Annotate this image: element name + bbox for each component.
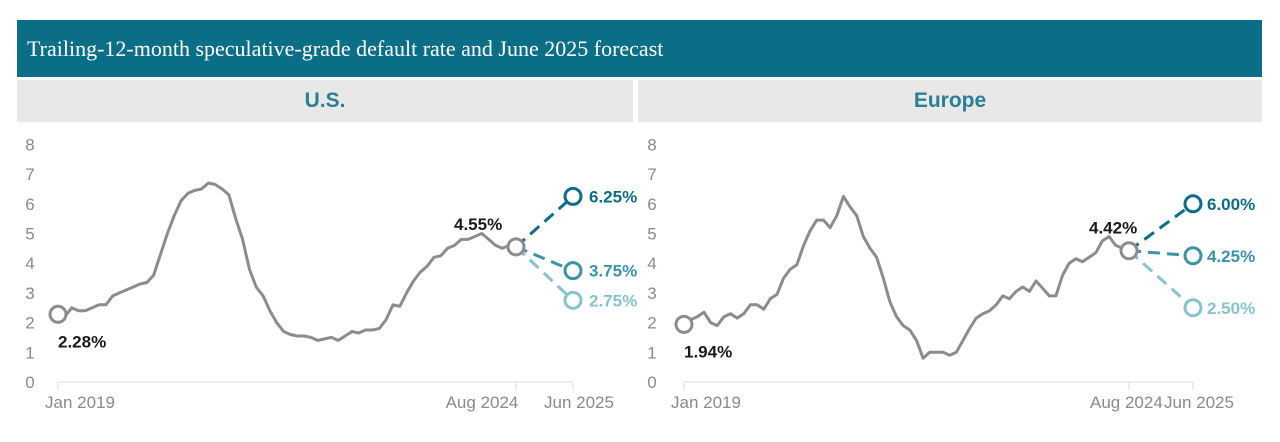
start-value-label: 2.28%: [58, 332, 106, 351]
y-tick-label: 5: [25, 225, 34, 244]
y-tick-label: 6: [647, 195, 656, 214]
x-tick-label: Jan 2019: [45, 393, 115, 412]
start-marker: [48, 304, 68, 324]
y-tick-label: 4: [647, 254, 656, 273]
panel-title-us: U.S.: [17, 80, 633, 122]
y-tick-label: 6: [25, 195, 34, 214]
start-marker: [674, 314, 694, 334]
history-line-us: [57, 181, 517, 342]
y-tick-label: 0: [25, 373, 34, 392]
forecast-label-pessimistic: 6.25%: [589, 187, 637, 206]
y-tick-label: 4: [25, 254, 34, 273]
y-tick-label: 3: [25, 284, 34, 303]
start-value-label: 1.94%: [684, 342, 732, 361]
x-tick-label: Aug 2024: [1090, 393, 1163, 412]
end-value-label: 4.42%: [1089, 219, 1137, 238]
y-tick-label: 3: [647, 284, 656, 303]
forecast-marker-base: [1183, 246, 1203, 266]
forecast-label-optimistic: 2.50%: [1207, 299, 1255, 318]
x-tick-label: Jun 2025: [544, 393, 614, 412]
forecast-line-pessimistic: [1128, 202, 1194, 252]
forecast-marker-optimistic: [563, 290, 583, 310]
end-value-label: 4.55%: [454, 215, 502, 234]
y-tick-label: 1: [25, 343, 34, 362]
forecast-marker-pessimistic: [563, 186, 583, 206]
forecast-line-optimistic: [1128, 249, 1194, 309]
end-marker: [506, 237, 526, 257]
end-marker: [1119, 241, 1139, 261]
x-tick-label: Jun 2025: [1164, 393, 1234, 412]
forecast-marker-optimistic: [1183, 298, 1203, 318]
forecast-marker-base: [563, 261, 583, 281]
y-tick-label: 8: [25, 135, 34, 154]
history-line-europe: [683, 194, 1130, 360]
forecast-line-base: [1128, 249, 1194, 258]
y-tick-label: 0: [647, 373, 656, 392]
y-tick-label: 2: [25, 314, 34, 333]
forecast-label-pessimistic: 6.00%: [1207, 195, 1255, 214]
forecast-line-pessimistic: [515, 195, 574, 248]
x-tick-label: Jan 2019: [671, 393, 741, 412]
y-tick-label: 5: [647, 225, 656, 244]
y-tick-label: 7: [25, 165, 34, 184]
y-tick-label: 7: [647, 165, 656, 184]
y-tick-label: 8: [647, 135, 656, 154]
forecast-label-base: 4.25%: [1207, 247, 1255, 266]
chart-title: Trailing-12-month speculative-grade defa…: [17, 20, 1262, 77]
y-tick-label: 2: [647, 314, 656, 333]
forecast-marker-pessimistic: [1183, 194, 1203, 214]
x-tick-label: Aug 2024: [446, 393, 519, 412]
panel-title-europe: Europe: [638, 80, 1262, 122]
forecast-line-base: [515, 245, 574, 273]
forecast-label-base: 3.75%: [589, 262, 637, 281]
y-tick-label: 1: [647, 343, 656, 362]
forecast-line-optimistic: [514, 245, 575, 302]
forecast-label-optimistic: 2.75%: [589, 291, 637, 310]
